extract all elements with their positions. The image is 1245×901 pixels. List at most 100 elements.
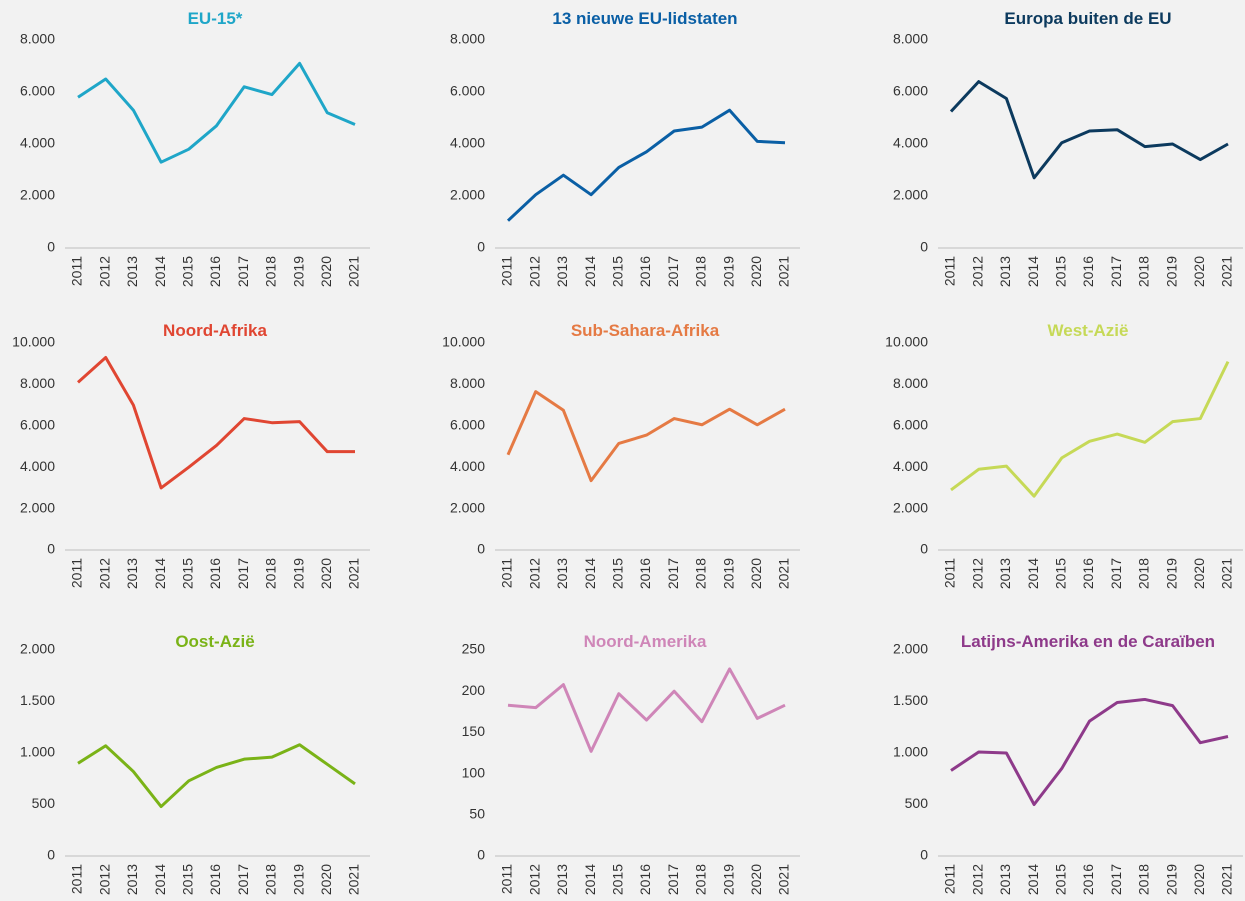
y-tick-label: 2.000 xyxy=(450,499,485,515)
x-tick-label: 2016 xyxy=(1080,558,1096,589)
chart-title: Noord-Amerika xyxy=(583,632,707,651)
x-tick-label: 2020 xyxy=(1191,256,1207,287)
y-tick-label: 4.000 xyxy=(893,135,928,151)
x-tick-label: 2011 xyxy=(69,864,85,894)
y-tick-label: 2.000 xyxy=(893,641,928,657)
y-tick-label: 0 xyxy=(477,239,485,255)
x-tick-label: 2012 xyxy=(969,256,985,287)
x-tick-label: 2016 xyxy=(1080,864,1096,895)
x-tick-label: 2018 xyxy=(263,558,279,589)
y-tick-label: 2.000 xyxy=(20,641,55,657)
y-tick-label: 100 xyxy=(462,764,486,780)
y-tick-label: 0 xyxy=(477,847,485,863)
x-tick-label: 2014 xyxy=(1025,558,1041,589)
x-tick-label: 2021 xyxy=(776,558,792,589)
line-series xyxy=(76,355,355,490)
x-tick-label: 2015 xyxy=(610,864,626,895)
x-tick-label: 2013 xyxy=(124,864,140,895)
y-tick-label: 1.500 xyxy=(20,692,55,708)
x-tick-label: 2020 xyxy=(748,256,764,287)
x-tick-label: 2015 xyxy=(180,864,196,895)
x-tick-label: 2018 xyxy=(1136,256,1152,287)
x-tick-label: 2012 xyxy=(969,864,985,895)
x-tick-label: 2014 xyxy=(582,864,598,895)
line-series xyxy=(950,360,1230,498)
x-tick-label: 2011 xyxy=(499,864,515,894)
y-tick-label: 500 xyxy=(32,795,56,811)
x-tick-label: 2017 xyxy=(665,864,681,895)
x-tick-label: 2015 xyxy=(610,558,626,589)
x-tick-label: 2019 xyxy=(1163,256,1179,287)
x-tick-label: 2017 xyxy=(1108,864,1124,895)
x-tick-label: 2011 xyxy=(69,558,85,588)
x-tick-label: 2020 xyxy=(748,864,764,895)
y-tick-label: 2.000 xyxy=(893,187,928,203)
line-series xyxy=(949,80,1229,180)
y-tick-label: 8.000 xyxy=(450,375,485,391)
x-tick-label: 2021 xyxy=(776,864,792,895)
x-tick-label: 2017 xyxy=(665,558,681,589)
y-tick-label: 0 xyxy=(920,541,928,557)
x-tick-label: 2018 xyxy=(693,256,709,287)
x-tick-label: 2016 xyxy=(207,558,223,589)
y-tick-label: 0 xyxy=(920,847,928,863)
x-tick-label: 2019 xyxy=(290,864,306,895)
x-tick-label: 2020 xyxy=(318,864,334,895)
x-tick-label: 2021 xyxy=(1219,256,1235,287)
x-tick-label: 2013 xyxy=(554,558,570,589)
y-tick-label: 4.000 xyxy=(893,458,928,474)
y-tick-label: 8.000 xyxy=(893,375,928,391)
line-series xyxy=(507,667,786,753)
x-tick-label: 2018 xyxy=(1136,558,1152,589)
x-tick-label: 2015 xyxy=(1053,558,1069,589)
chart-title: Europa buiten de EU xyxy=(1004,9,1172,28)
y-tick-label: 0 xyxy=(47,541,55,557)
y-tick-label: 50 xyxy=(469,806,485,822)
x-tick-label: 2018 xyxy=(693,558,709,589)
y-tick-label: 4.000 xyxy=(20,135,55,151)
x-tick-label: 2011 xyxy=(942,558,958,588)
x-tick-label: 2016 xyxy=(637,558,653,589)
x-tick-label: 2011 xyxy=(499,558,515,588)
y-tick-label: 2.000 xyxy=(20,187,55,203)
x-tick-label: 2021 xyxy=(346,864,362,895)
line-series xyxy=(506,390,786,483)
y-tick-label: 2.000 xyxy=(450,187,485,203)
x-tick-label: 2017 xyxy=(1108,558,1124,589)
y-tick-label: 2.000 xyxy=(20,499,55,515)
x-tick-label: 2017 xyxy=(235,864,251,895)
x-tick-label: 2012 xyxy=(969,558,985,589)
x-tick-label: 2021 xyxy=(776,256,792,287)
x-tick-label: 2013 xyxy=(124,558,140,589)
line-series xyxy=(77,743,356,809)
x-tick-label: 2016 xyxy=(637,864,653,895)
x-tick-label: 2019 xyxy=(1163,864,1179,895)
y-tick-label: 250 xyxy=(462,641,486,657)
line-series xyxy=(77,61,356,164)
x-tick-label: 2013 xyxy=(554,864,570,895)
y-tick-label: 4.000 xyxy=(450,135,485,151)
y-tick-label: 10.000 xyxy=(12,334,55,350)
y-tick-label: 8.000 xyxy=(20,31,55,47)
y-tick-label: 8.000 xyxy=(20,375,55,391)
y-tick-label: 4.000 xyxy=(20,458,55,474)
x-tick-label: 2014 xyxy=(1025,256,1041,287)
x-tick-label: 2019 xyxy=(720,558,736,589)
y-tick-label: 10.000 xyxy=(442,334,485,350)
x-tick-label: 2015 xyxy=(180,256,196,287)
x-tick-label: 2017 xyxy=(665,256,681,287)
y-tick-label: 200 xyxy=(462,682,486,698)
x-tick-label: 2015 xyxy=(180,558,196,589)
x-tick-label: 2020 xyxy=(1191,558,1207,589)
line-series xyxy=(506,108,786,222)
chart-title: 13 nieuwe EU-lidstaten xyxy=(552,9,738,28)
y-tick-label: 4.000 xyxy=(450,458,485,474)
chart-title: West-Azië xyxy=(1047,321,1129,340)
chart-title: Latijns-Amerika en de Caraïben xyxy=(960,632,1216,651)
x-tick-label: 2014 xyxy=(152,558,168,589)
chart-title: EU-15* xyxy=(187,9,243,28)
x-tick-label: 2015 xyxy=(1053,256,1069,287)
x-tick-label: 2011 xyxy=(499,256,515,286)
x-tick-label: 2012 xyxy=(526,256,542,287)
